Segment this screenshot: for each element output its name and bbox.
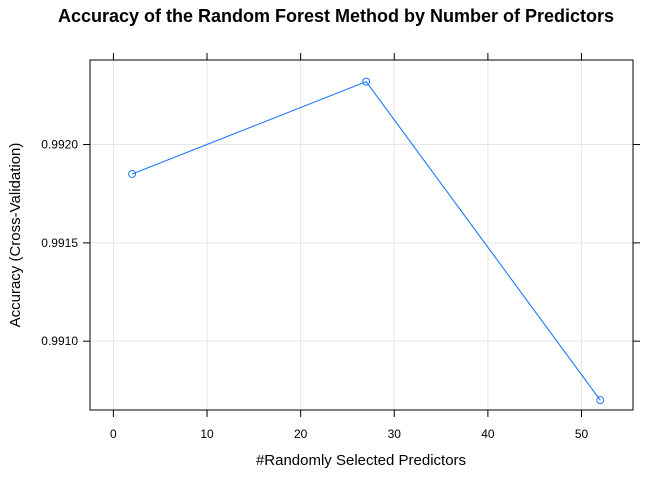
x-tick-label: 40 [481,427,495,441]
x-tick-label: 20 [294,427,308,441]
ticks-layer: 0 10 20 30 40 50 0.9910 0.9915 0.9920 [41,53,640,441]
plot-panel [89,59,634,411]
y-tick-label: 0.9915 [41,236,78,250]
x-tick-label: 10 [200,427,214,441]
series-layer [128,77,605,405]
x-tick-label: 50 [575,427,589,441]
y-axis-label: Accuracy (Cross-Validation) [7,143,24,328]
data-point [596,396,605,405]
series-line [131,80,601,401]
y-tick-label: 0.9910 [41,334,78,348]
x-tick-label: 30 [388,427,402,441]
grid-layer [90,60,633,410]
chart-title: Accuracy of the Random Forest Method by … [58,6,614,26]
data-point [128,170,137,179]
x-axis-label: #Randomly Selected Predictors [256,452,466,469]
x-tick-label: 0 [110,427,117,441]
data-point [362,77,371,86]
y-tick-label: 0.9920 [41,138,78,152]
